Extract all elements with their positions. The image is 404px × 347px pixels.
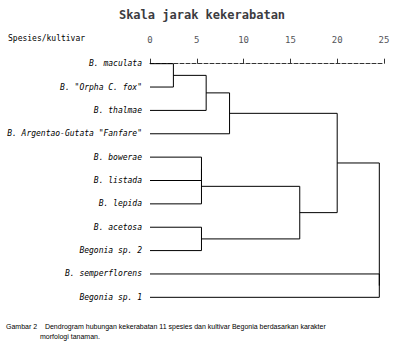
svg-text:B. Argentao-Gutata "Fanfare": B. Argentao-Gutata "Fanfare" <box>7 129 142 138</box>
svg-text:B. acetosa: B. acetosa <box>94 223 142 232</box>
svg-text:Gambar 2 Dendrogram hubunga: Gambar 2 Dendrogram hubungan kekerabatan… <box>6 323 326 331</box>
svg-text:B. thalmae: B. thalmae <box>94 106 142 115</box>
svg-text:10: 10 <box>238 35 249 45</box>
svg-text:morfologi tanaman.: morfologi tanaman. <box>40 333 100 341</box>
svg-text:Begonia sp. 1: Begonia sp. 1 <box>79 293 142 302</box>
svg-text:B. semperflorens: B. semperflorens <box>65 269 142 278</box>
svg-text:25: 25 <box>379 35 390 45</box>
svg-text:Spesies/kultivar: Spesies/kultivar <box>8 34 85 43</box>
svg-text:Begonia sp. 2: Begonia sp. 2 <box>79 246 142 255</box>
svg-text:20: 20 <box>332 35 343 45</box>
svg-text:15: 15 <box>285 35 296 45</box>
svg-text:B. listada: B. listada <box>94 176 142 185</box>
svg-text:B. maculata: B. maculata <box>89 59 142 68</box>
svg-text:B. bowerae: B. bowerae <box>94 153 142 162</box>
svg-text:B. lepida: B. lepida <box>99 199 143 208</box>
svg-text:0: 0 <box>147 35 152 45</box>
svg-text:5: 5 <box>194 35 199 45</box>
svg-text:B. "Orpha C. fox": B. "Orpha C. fox" <box>60 83 142 92</box>
svg-text:Skala jarak kekerabatan: Skala jarak kekerabatan <box>119 8 285 22</box>
